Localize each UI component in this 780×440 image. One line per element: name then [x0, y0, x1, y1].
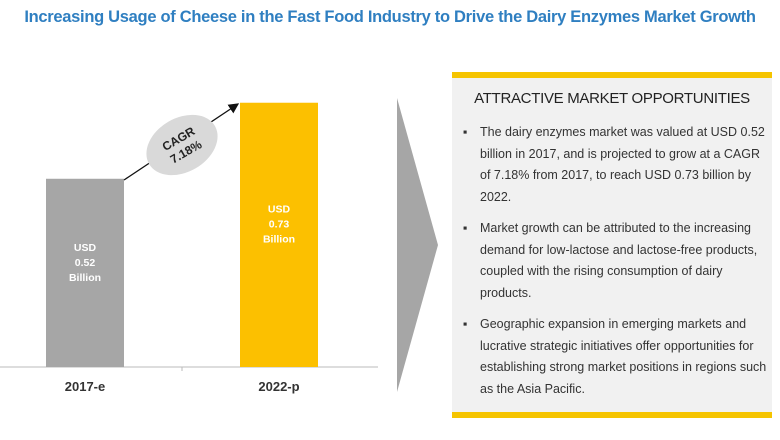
panel-heading: ATTRACTIVE MARKET OPPORTUNITIES — [474, 90, 750, 107]
bar-data-label: USD — [74, 242, 97, 254]
panel-top-bar — [452, 72, 772, 78]
panel-bottom-bar — [452, 412, 772, 418]
bullet-text: Geographic expansion in emerging markets… — [480, 317, 767, 396]
bar-data-label: Billion — [263, 234, 295, 246]
cagr-bubble: CAGR 7.18% — [146, 114, 218, 176]
bullet-text: Market growth can be attributed to the i… — [480, 221, 758, 300]
bar-2017-e — [46, 178, 124, 367]
arrow-separator — [397, 98, 438, 392]
bar-data-label: USD — [268, 204, 291, 216]
bullet-text: The dairy enzymes market was valued at U… — [480, 125, 765, 204]
bullet-item: ▪ Geographic expansion in emerging market… — [463, 317, 767, 396]
market-opportunities-panel: ATTRACTIVE MARKET OPPORTUNITIES ▪ The dai… — [452, 72, 772, 418]
bar-chart: USD 0.52 Billion 2017-e USD 0.73 Billion 2022-p… — [0, 98, 438, 394]
bullet-item: ▪ Market growth can be attributed to the … — [463, 221, 758, 300]
bar-data-label: 0.73 — [269, 219, 290, 231]
bar-2022-p — [240, 102, 318, 368]
x-tick-label: 2017-e — [65, 379, 105, 394]
bullet-item: ▪ The dairy enzymes market was valued at … — [463, 125, 765, 204]
x-tick-label: 2022-p — [258, 379, 299, 394]
bar-data-label: 0.52 — [75, 257, 96, 269]
bar-data-label: Billion — [69, 272, 101, 284]
page-title: Increasing Usage of Cheese in the Fast F… — [24, 8, 756, 26]
